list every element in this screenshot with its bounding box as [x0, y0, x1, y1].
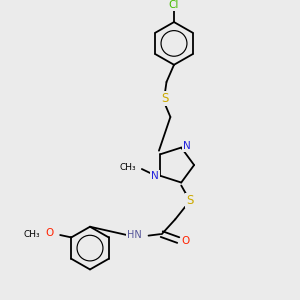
Text: O: O	[45, 228, 53, 238]
Text: N: N	[183, 141, 190, 151]
Text: CH₃: CH₃	[119, 163, 136, 172]
Text: CH₃: CH₃	[24, 230, 40, 239]
Text: S: S	[186, 194, 193, 207]
Text: O: O	[182, 236, 190, 246]
Text: HN: HN	[127, 230, 142, 240]
Text: S: S	[161, 92, 169, 105]
Text: Cl: Cl	[169, 1, 179, 10]
Text: N: N	[151, 171, 159, 181]
